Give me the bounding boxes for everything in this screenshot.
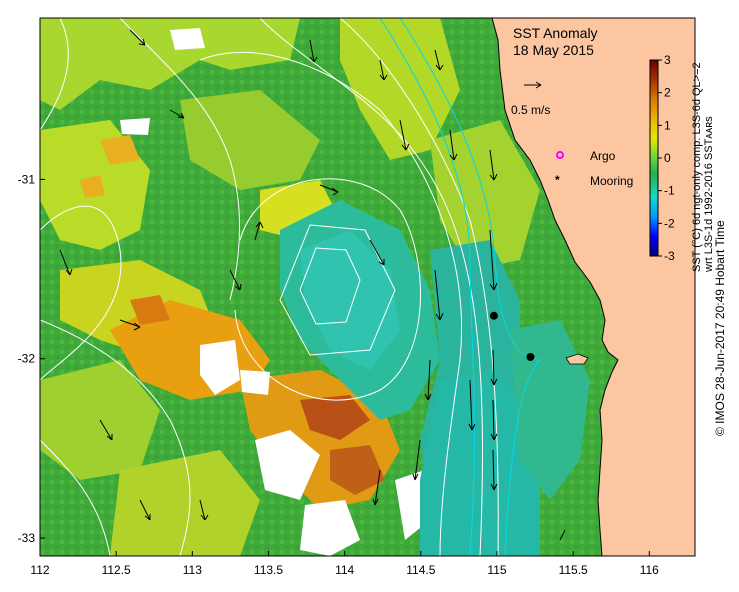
mooring-marker-icon: *: [555, 173, 560, 187]
map-date: 18 May 2015: [513, 42, 594, 58]
shelf-contours: [379, 18, 542, 556]
marker-legend: Argo * Mooring: [555, 149, 633, 188]
colorbar-tick-label: 0: [664, 151, 671, 165]
credit-text: © IMOS 28-Jun-2017 20:49 Hobart Time: [713, 220, 727, 436]
mooring-markers: [489, 311, 535, 361]
sst-contours: [40, 18, 499, 556]
argo-marker-icon: [556, 151, 564, 159]
x-tick-label: 112.5: [102, 563, 131, 577]
colorbar-tick-label: 1: [664, 118, 671, 132]
map-plot-area: [40, 18, 695, 556]
colorbar-tick-label: 3: [664, 53, 671, 67]
colorbar-ticks: 3 2 1 0 -1 -2 -3: [658, 53, 675, 263]
colorbar-gradient: [649, 59, 659, 257]
map-title: SST Anomaly: [513, 25, 598, 41]
y-tick-label: -32: [18, 352, 36, 366]
island-rottnest: [565, 353, 589, 365]
x-tick-label: 114.5: [406, 563, 435, 577]
colorbar-tick-label: 2: [664, 86, 671, 100]
y-axis: -31 -32 -33: [18, 172, 45, 545]
x-tick-label: 113.5: [254, 563, 283, 577]
vector-scale-label: 0.5 m/s: [511, 103, 550, 117]
legend-mooring-label: Mooring: [590, 174, 633, 188]
land-area: [491, 18, 695, 556]
mooring-marker: [489, 311, 498, 320]
legend-argo-label: Argo: [590, 149, 616, 163]
colorbar-tick-label: -3: [664, 249, 675, 263]
colorbar: 3 2 1 0 -1 -2 -3 SST (°C) 6d ngt-only comp. L3…: [649, 53, 715, 273]
colorbar-label: SST (°C) 6d ngt-only comp. L3S-6d QL>=2: [691, 62, 703, 272]
x-tick-label: 113: [183, 563, 202, 577]
x-tick-label: 116: [640, 563, 659, 577]
vector-scale: 0.5 m/s: [511, 81, 550, 117]
x-axis: 112 112.5 113 113.5 114 114.5 115 115.5 116: [30, 551, 659, 577]
colorbar-tick-label: -1: [664, 184, 675, 198]
mooring-marker: [526, 352, 535, 361]
x-tick-label: 114: [335, 563, 354, 577]
x-tick-label: 115.5: [559, 563, 588, 577]
x-tick-label: 112: [30, 563, 49, 577]
colorbar-label-2: wrt L3S-1d 1992-2016 SSTᴀᴀʀs: [703, 116, 715, 273]
velocity-vectors: [59, 29, 566, 541]
colorbar-tick-label: -2: [664, 216, 675, 230]
no-data-gaps: [120, 28, 430, 556]
y-tick-label: -31: [18, 172, 36, 186]
scale-arrow-icon: [524, 81, 542, 89]
x-tick-label: 115: [487, 563, 506, 577]
y-tick-label: -33: [18, 531, 36, 545]
plot-frame: [39, 17, 696, 557]
